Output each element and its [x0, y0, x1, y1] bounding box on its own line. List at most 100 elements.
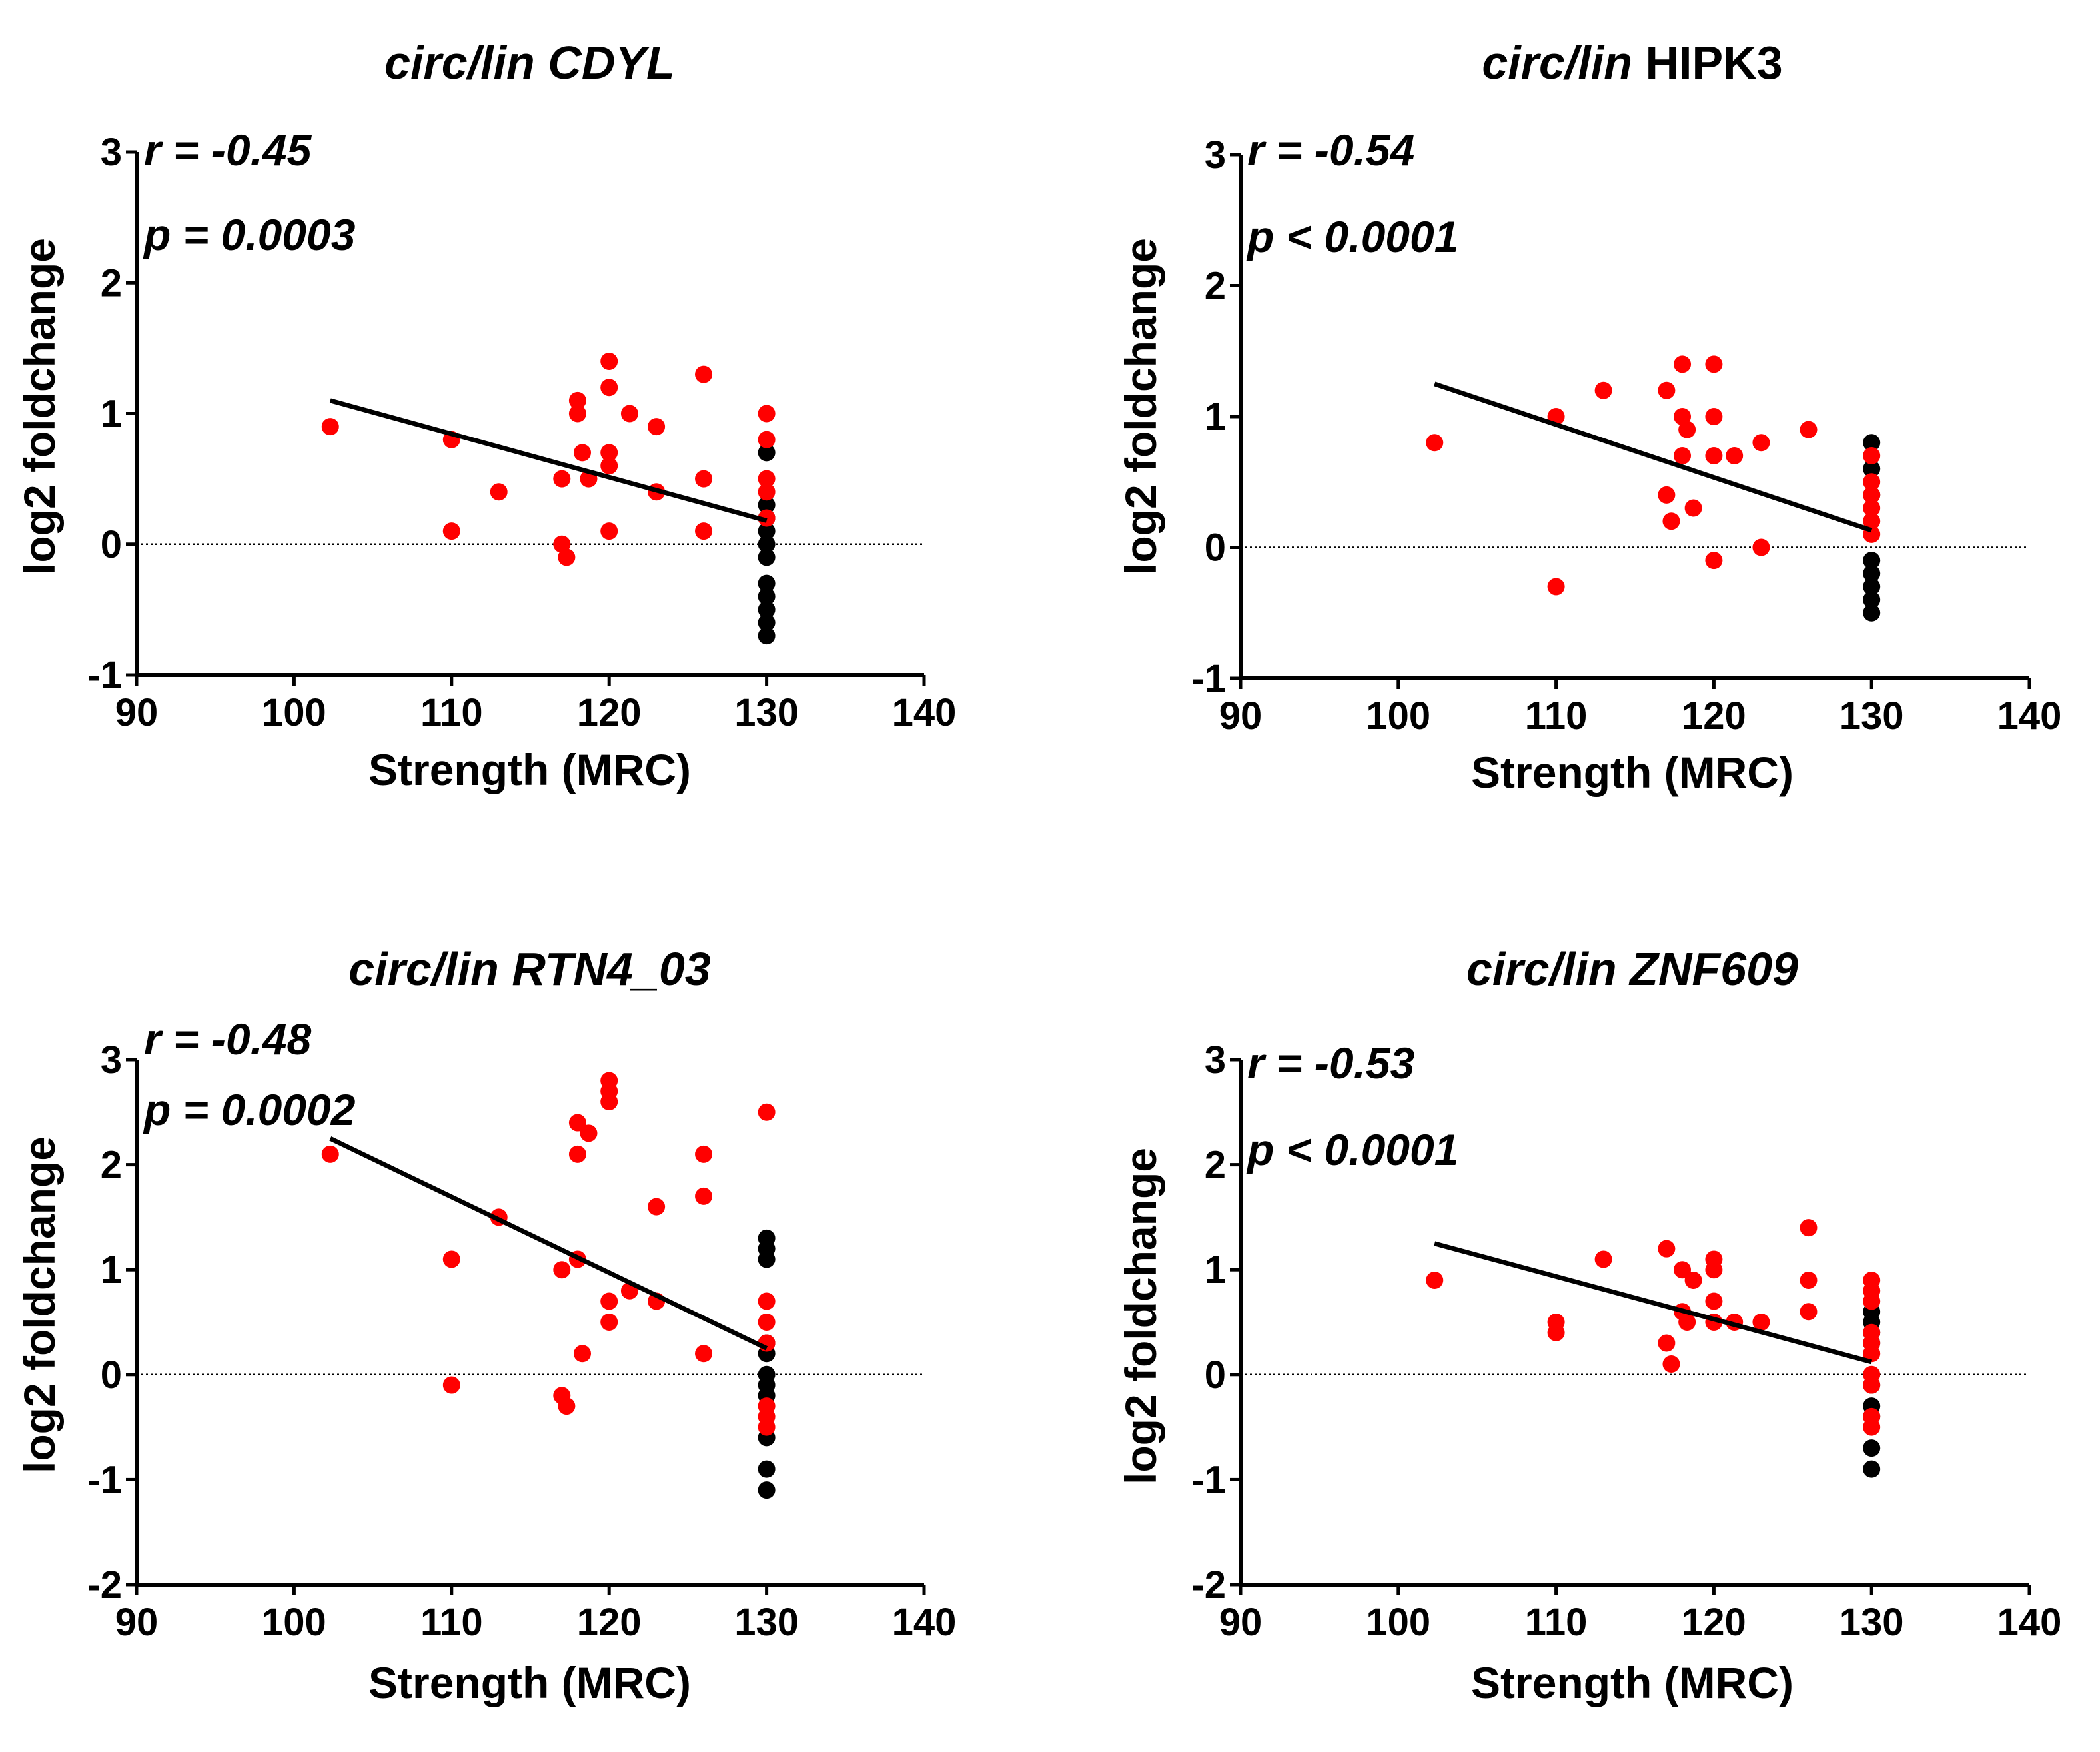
black-data-point — [758, 574, 776, 592]
y-tick-label: 3 — [101, 1038, 122, 1082]
panel-rtn4-03: circ/lin RTN4_03 r = -0.48 p = 0.0002 St… — [15, 943, 956, 1707]
red-data-point — [1662, 512, 1680, 530]
black-data-point — [1863, 1439, 1881, 1457]
title-italic: circ/lin — [384, 37, 535, 89]
y-tick-label: 0 — [1205, 526, 1226, 570]
p-value-label: p = 0.0003 — [143, 210, 355, 259]
red-data-point — [1863, 446, 1881, 464]
p-value-label: p < 0.0001 — [1246, 212, 1458, 261]
title-italic: circ/lin — [348, 943, 499, 995]
black-data-point — [758, 444, 776, 462]
red-data-point — [620, 405, 638, 423]
y-tick-label: -1 — [87, 1458, 122, 1501]
x-tick-label: 140 — [892, 691, 957, 734]
r-value-label: r = -0.45 — [144, 125, 312, 175]
x-tick-label: 120 — [577, 691, 642, 734]
x-tick-label: 110 — [1525, 694, 1588, 738]
y-tick-label: -1 — [87, 654, 122, 697]
x-tick-label: 140 — [1997, 694, 2062, 738]
black-data-point — [758, 548, 776, 566]
x-tick-label: 140 — [1997, 1601, 2062, 1644]
red-data-point — [758, 1418, 776, 1436]
red-data-point — [1658, 486, 1676, 504]
black-data-point — [1863, 591, 1881, 609]
black-data-point — [1863, 1460, 1881, 1478]
red-data-point — [558, 1397, 576, 1415]
red-data-point — [442, 522, 460, 540]
red-data-point — [1752, 1314, 1770, 1331]
y-axis-label: log2 foldchange — [1116, 238, 1165, 575]
red-data-point — [600, 353, 618, 370]
x-axis-label: Strength (MRC) — [368, 1658, 691, 1707]
y-axis-label: log2 foldchange — [1116, 1148, 1165, 1485]
red-data-point — [1800, 1219, 1818, 1237]
y-tick-label: 1 — [101, 393, 122, 436]
red-data-point — [568, 391, 586, 409]
black-data-point — [758, 1460, 776, 1478]
red-data-point — [568, 1114, 586, 1132]
p-value-label: p < 0.0001 — [1246, 1125, 1458, 1174]
x-tick-label: 110 — [420, 1601, 483, 1644]
title-italic: circ/lin — [1482, 37, 1632, 89]
red-data-point — [1726, 446, 1744, 464]
red-data-point — [580, 1124, 598, 1142]
red-data-point — [1705, 552, 1723, 570]
x-tick-label: 100 — [1366, 1601, 1430, 1644]
title-gene: ZNF609 — [1628, 943, 1798, 995]
y-tick-label: 3 — [1205, 1038, 1226, 1082]
red-data-point — [1594, 381, 1612, 399]
red-data-point — [442, 1250, 460, 1268]
red-data-point — [1658, 381, 1676, 399]
x-tick-label: 90 — [1219, 1601, 1263, 1644]
x-tick-label: 110 — [420, 691, 483, 734]
red-data-point — [1863, 473, 1881, 491]
p-value-label: p = 0.0002 — [143, 1085, 356, 1134]
red-data-point — [1752, 434, 1770, 452]
red-data-point — [1800, 1303, 1818, 1321]
red-data-point — [695, 522, 713, 540]
y-tick-label: 0 — [101, 523, 122, 566]
y-tick-label: 2 — [101, 261, 122, 305]
red-data-point — [600, 444, 618, 462]
black-data-point — [758, 1481, 776, 1499]
red-data-point — [758, 405, 776, 423]
regression-line — [1434, 381, 1873, 533]
y-tick-label: 1 — [101, 1248, 122, 1292]
red-data-point — [600, 1314, 618, 1331]
y-tick-label: 3 — [101, 131, 122, 174]
black-data-point — [758, 1250, 776, 1268]
x-axis-label: Strength (MRC) — [1471, 1658, 1794, 1707]
red-data-point — [321, 418, 339, 436]
x-tick-label: 130 — [1839, 1601, 1904, 1644]
x-tick-label: 90 — [115, 1601, 159, 1644]
red-data-point — [1863, 499, 1881, 517]
y-axis-label: log2 foldchange — [15, 1136, 64, 1473]
plot-area: 90 100 110 120 130 140 -2 -1 0 1 2 3 — [1191, 1038, 2061, 1644]
y-tick-label: -2 — [87, 1563, 122, 1607]
regression-line — [329, 398, 768, 523]
red-data-point — [1547, 578, 1565, 596]
y-tick-label: -2 — [1191, 1563, 1226, 1607]
r-value-label: r = -0.53 — [1247, 1038, 1414, 1088]
red-data-point — [1547, 1323, 1565, 1341]
red-data-point — [1426, 434, 1444, 452]
x-tick-label: 90 — [115, 691, 159, 734]
x-tick-label: 100 — [262, 1601, 326, 1644]
y-tick-label: 0 — [101, 1353, 122, 1397]
y-axis-label: log2 foldchange — [15, 238, 64, 575]
red-data-point — [1674, 1261, 1692, 1279]
panel-title: circ/lin ZNF609 — [1466, 943, 1798, 995]
y-tick-label: 2 — [1205, 265, 1226, 308]
y-tick-label: 1 — [1205, 1248, 1226, 1292]
red-data-point — [695, 1345, 713, 1363]
red-data-point — [695, 1145, 713, 1163]
panel-cdyl: circ/lin CDYL r = -0.45 p = 0.0003 Stren… — [15, 37, 956, 794]
red-data-point — [1800, 421, 1818, 438]
red-data-point — [1752, 538, 1770, 556]
red-data-point — [574, 444, 592, 462]
red-data-point — [600, 457, 618, 474]
y-tick-label: 2 — [1205, 1144, 1226, 1187]
title-gene: CDYL — [548, 37, 675, 89]
x-tick-label: 90 — [1219, 694, 1263, 738]
red-data-point — [1863, 1292, 1881, 1310]
